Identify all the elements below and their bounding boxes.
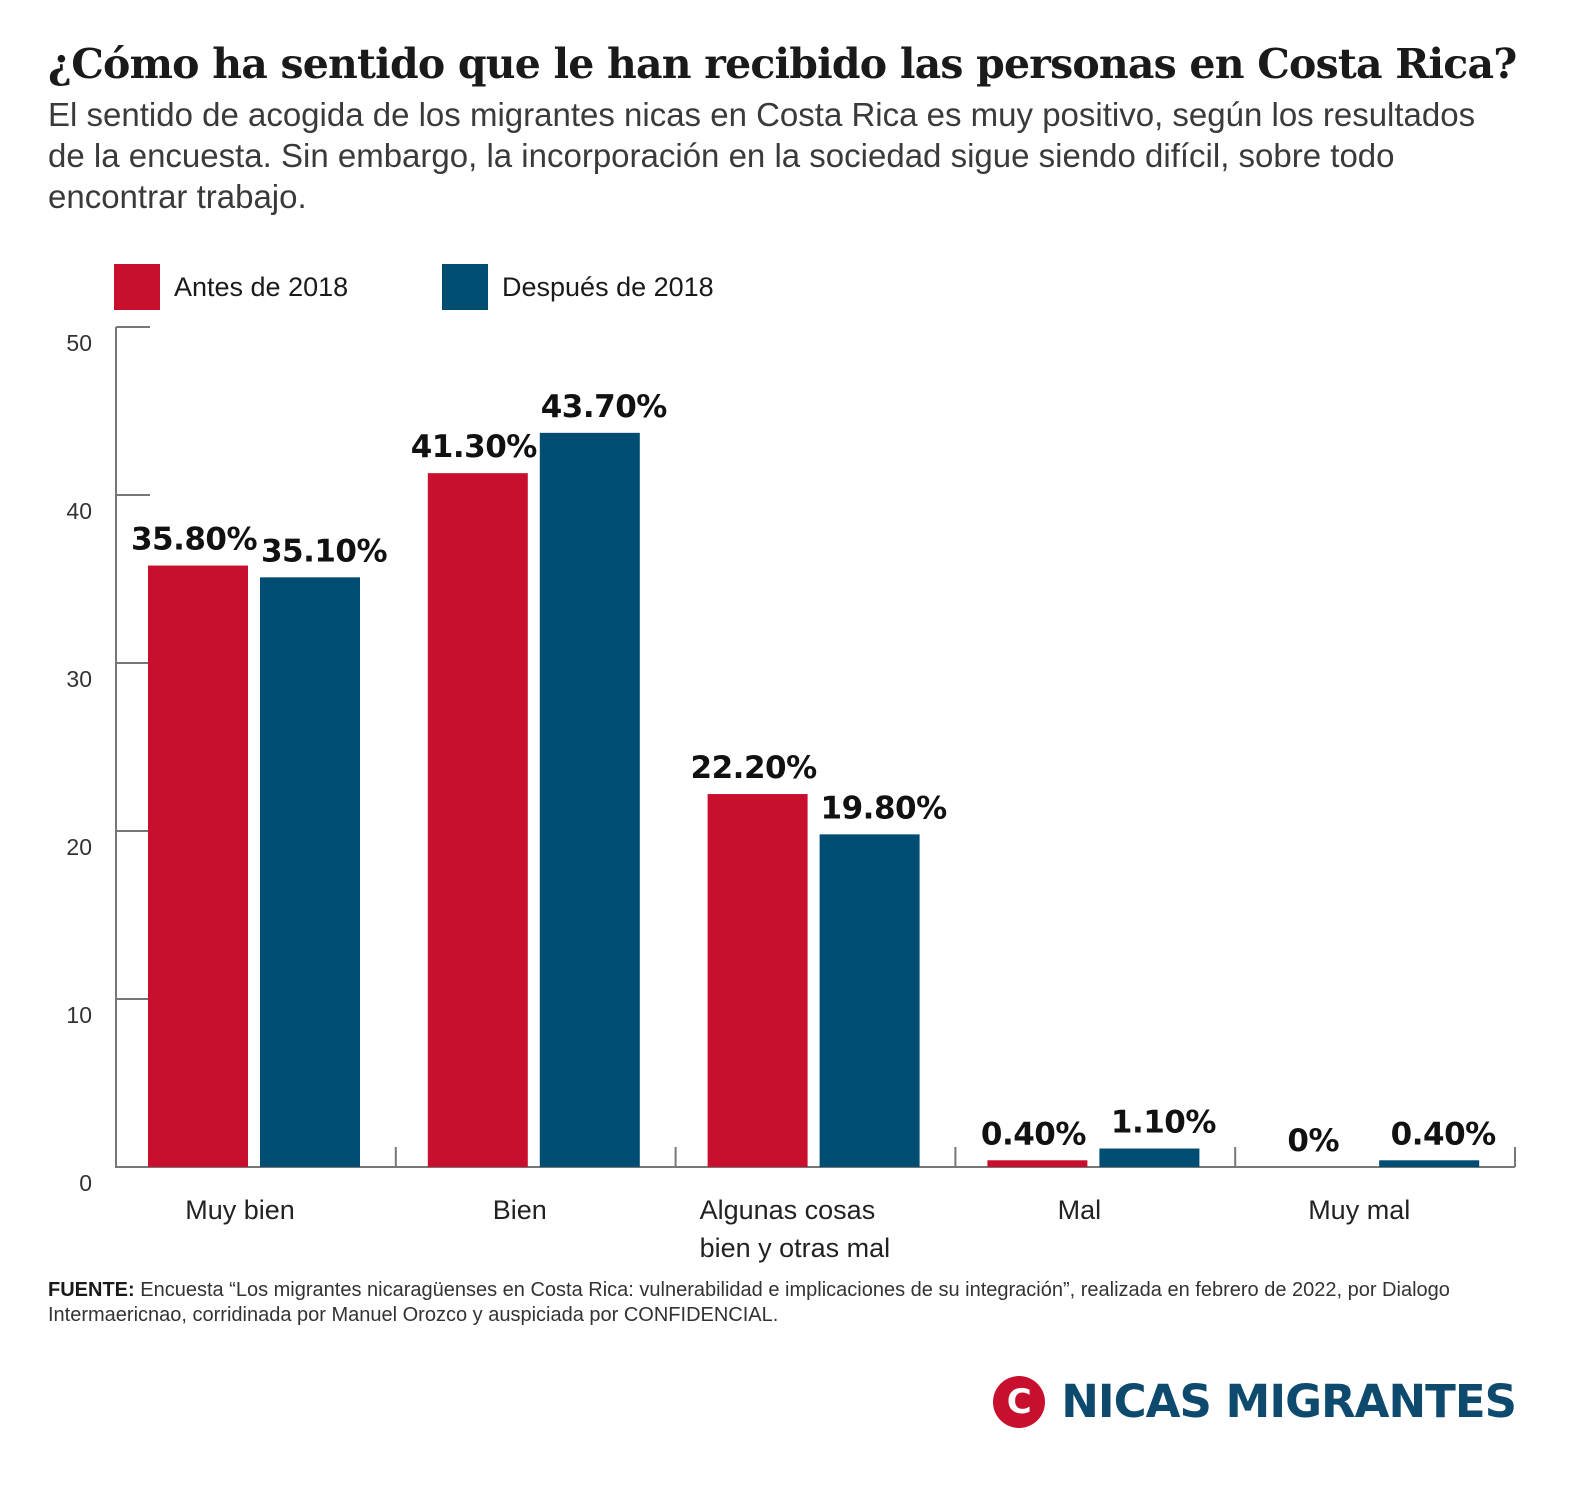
- data-label: 35.10%: [261, 533, 388, 569]
- bar-chart: 0 10 20 30 40 50 35.80% 35.10% Muy bien 41.30%43.…: [66, 326, 1516, 1263]
- legend-label-despues: Después de 2018: [502, 271, 714, 302]
- data-label: 1.10%: [1111, 1105, 1216, 1141]
- data-label: 19.80%: [821, 790, 948, 826]
- bar: [148, 565, 248, 1167]
- source-text: Encuesta “Los migrantes nicaragüenses en…: [48, 1279, 1450, 1326]
- legend-swatch-despues: [442, 264, 488, 310]
- brand-logo: C NICAS MIGRANTES: [993, 1375, 1517, 1428]
- x-tick-label: Mal: [1058, 1195, 1102, 1225]
- bar: [1099, 1148, 1200, 1167]
- y-tick-label: 50: [66, 330, 92, 356]
- x-tick-label: bien y otras mal: [700, 1233, 891, 1263]
- chart-subtitle: El sentido de acogida de los migrantes n…: [48, 96, 1476, 215]
- x-tick-label: Muy mal: [1308, 1195, 1410, 1225]
- data-label: 41.30%: [411, 429, 538, 465]
- x-tick-label: Bien: [493, 1195, 547, 1225]
- bar: [539, 432, 640, 1168]
- y-tick-label: 0: [79, 1170, 92, 1196]
- data-label: 0.40%: [1391, 1116, 1496, 1152]
- bar: [707, 794, 808, 1167]
- legend-swatch-antes: [114, 264, 160, 310]
- legend-item-antes: Antes de 2018: [114, 264, 348, 310]
- bar: [1379, 1160, 1480, 1167]
- data-label: 0%: [1287, 1123, 1339, 1159]
- y-tick-label: 40: [66, 498, 92, 524]
- bar: [819, 834, 920, 1167]
- source-note: FUENTE: Encuesta “Los migrantes nicaragü…: [48, 1278, 1528, 1328]
- chart-title: ¿Cómo ha sentido que le han recibido las…: [48, 40, 1517, 88]
- y-tick-label: 20: [66, 834, 92, 860]
- y-tick-label: 30: [66, 666, 92, 692]
- y-tick-label: 10: [66, 1002, 92, 1028]
- bar: [260, 577, 360, 1167]
- data-label: 22.20%: [691, 750, 818, 786]
- legend-item-despues: Después de 2018: [442, 264, 714, 310]
- legend-label-antes: Antes de 2018: [174, 271, 349, 302]
- bar: [427, 473, 528, 1167]
- data-label: 35.80%: [131, 522, 258, 558]
- brand-c-icon: C: [993, 1375, 1046, 1428]
- brand-name: NICAS MIGRANTES: [1061, 1375, 1517, 1428]
- bar: [987, 1160, 1088, 1167]
- data-label: 43.70%: [541, 389, 668, 425]
- x-tick-label: Algunas cosas: [700, 1195, 876, 1225]
- x-tick-label: Muy bien: [185, 1195, 295, 1225]
- data-label: 0.40%: [981, 1116, 1086, 1152]
- source-label: FUENTE:: [48, 1279, 135, 1301]
